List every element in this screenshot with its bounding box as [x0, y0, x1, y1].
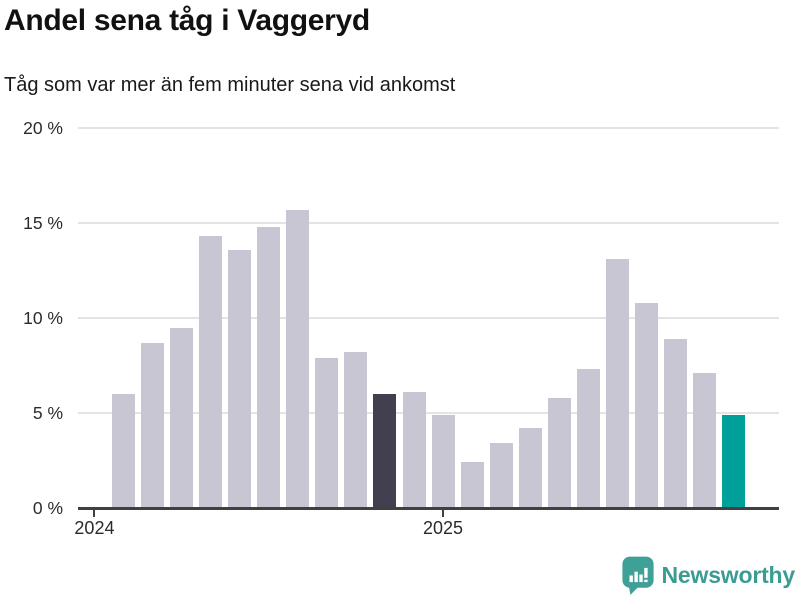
- bar-2025-06: [576, 369, 600, 508]
- bar-2025-05: [547, 397, 571, 508]
- bar-2024-12: [402, 392, 426, 508]
- bar-2024-07: [257, 226, 281, 508]
- x-axis-line: [78, 507, 779, 510]
- gridline-20: [78, 127, 779, 129]
- bar-2024-03: [141, 342, 165, 508]
- gridline-5: [78, 412, 779, 414]
- bar-2025-03: [489, 443, 513, 508]
- y-axis-label-5: 5 %: [32, 403, 63, 423]
- bar-2025-10: [693, 373, 716, 508]
- y-axis-label-15: 15 %: [23, 213, 63, 233]
- bar-2024-11: [373, 394, 397, 508]
- gridline-10: [78, 317, 779, 319]
- chart-subtitle: Tåg som var mer än fem minuter sena vid …: [4, 74, 456, 96]
- y-axis-label-10: 10 %: [23, 308, 63, 328]
- bar-2025-08: [634, 302, 658, 508]
- bar-2025-11: [722, 414, 746, 508]
- bar-2025-01: [431, 414, 455, 508]
- bar-2024-02: [112, 394, 135, 508]
- y-axis-label-20: 20 %: [23, 118, 63, 138]
- brand-logo[interactable]: Newsworthy: [621, 555, 795, 595]
- y-axis-label-0: 0 %: [32, 498, 63, 518]
- bar-2024-05: [199, 236, 223, 508]
- bar-2025-02: [460, 462, 484, 508]
- gridline-15: [78, 222, 779, 224]
- x-tick-2024: [93, 510, 96, 517]
- newsworthy-bubble-chart-icon: [621, 555, 655, 595]
- plot-area: 2024 2025: [74, 127, 779, 538]
- bar-2025-04: [518, 428, 542, 508]
- bar-2024-06: [228, 249, 252, 508]
- x-axis-label-2024: 2024: [74, 518, 115, 538]
- x-tick-2025: [442, 510, 445, 517]
- bar-2024-08: [286, 209, 310, 508]
- bar-2025-09: [663, 338, 687, 508]
- bar-2025-07: [605, 259, 629, 508]
- bar-2024-04: [170, 327, 194, 508]
- brand-name: Newsworthy: [661, 561, 796, 588]
- x-axis-label-2025: 2025: [423, 518, 464, 538]
- bar-2024-09: [315, 357, 339, 508]
- bar-2024-10: [344, 352, 368, 508]
- page-title: Andel sena tåg i Vaggeryd: [4, 4, 370, 37]
